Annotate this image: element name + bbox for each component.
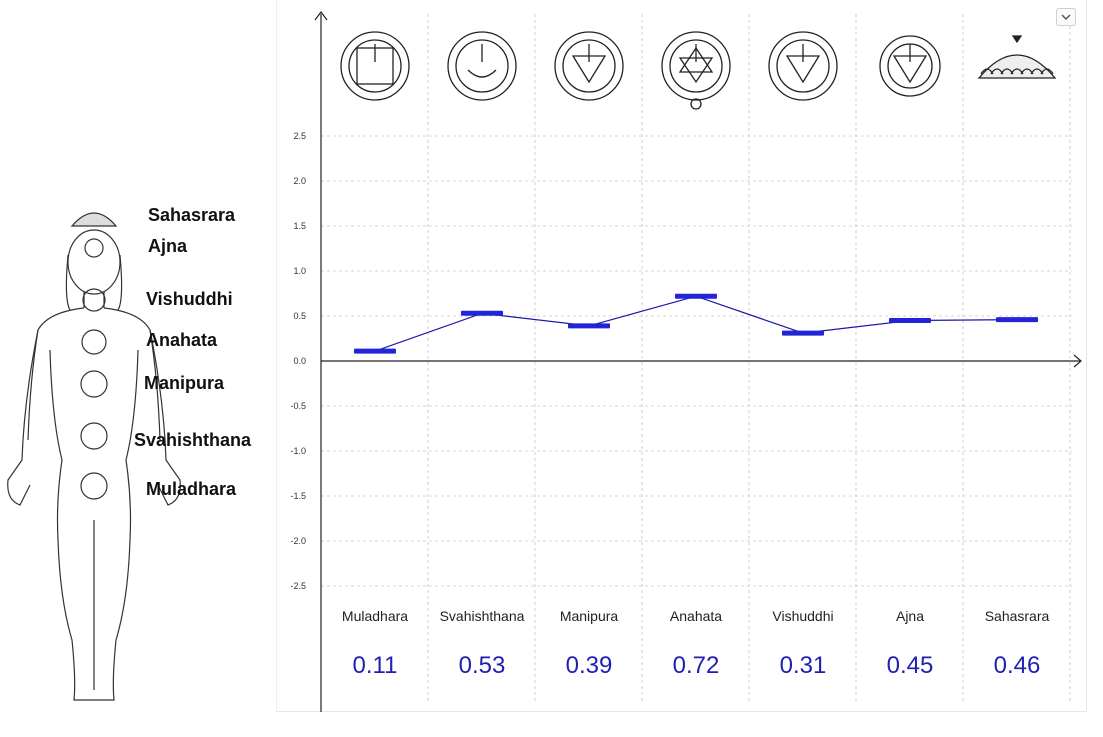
crown-petals-icon bbox=[70, 212, 118, 227]
value-marker-ajna[interactable] bbox=[889, 318, 931, 323]
y-tick-label: 2.5 bbox=[293, 131, 306, 141]
y-tick-label: -1.0 bbox=[290, 446, 306, 456]
value-marker-muladhara[interactable] bbox=[354, 348, 396, 354]
anahata-symbol-icon bbox=[661, 31, 731, 110]
category-label: Manipura bbox=[560, 608, 619, 624]
chart-axes bbox=[314, 11, 1082, 712]
value-marker-vishuddhi[interactable] bbox=[782, 330, 824, 336]
figure-label-ajna: Ajna bbox=[148, 236, 188, 256]
category-label: Sahasrara bbox=[985, 608, 1050, 624]
ajna-symbol-icon bbox=[879, 35, 941, 97]
y-tick-label: 1.0 bbox=[293, 266, 306, 276]
y-tick-label: 0.0 bbox=[293, 356, 306, 366]
value-label: 0.53 bbox=[459, 652, 506, 679]
value-marker-anahata[interactable] bbox=[675, 293, 717, 299]
y-tick-labels: 2.5 2.0 1.5 1.0 0.5 0.0 -0.5 -1.0 -1.5 -2.0 -2.5 bbox=[290, 131, 306, 591]
series-line bbox=[374, 295, 1018, 352]
series-polyline bbox=[374, 295, 1018, 352]
y-tick-label: -2.5 bbox=[290, 581, 306, 591]
muladhara-dot-icon bbox=[80, 472, 108, 500]
y-tick-label: -1.5 bbox=[290, 491, 306, 501]
series-markers bbox=[354, 293, 1038, 354]
y-tick-label: -2.0 bbox=[290, 536, 306, 546]
y-tick-label: 1.5 bbox=[293, 221, 306, 231]
graph-menu-button[interactable] bbox=[1056, 8, 1076, 26]
category-label: Ajna bbox=[896, 608, 924, 624]
figure-label-sahasrara: Sahasrara bbox=[148, 205, 236, 225]
chart-grid bbox=[320, 14, 1072, 704]
vishuddhi-dot-icon bbox=[82, 288, 106, 312]
category-label: Anahata bbox=[670, 608, 722, 624]
figure-label-manipura: Manipura bbox=[144, 373, 225, 393]
chakra-symbols bbox=[340, 31, 1057, 110]
sahasrara-symbol-icon bbox=[977, 35, 1057, 79]
category-label: Svahishthana bbox=[440, 608, 525, 624]
figure-label-svahishthana: Svahishthana bbox=[134, 430, 252, 450]
figure-label-vishuddhi: Vishuddhi bbox=[146, 289, 233, 309]
value-label: 0.11 bbox=[353, 652, 398, 679]
value-label: 0.31 bbox=[780, 652, 827, 679]
vishuddha-symbol-icon bbox=[768, 31, 838, 101]
manipura-symbol-icon bbox=[554, 31, 624, 101]
value-marker-svahishthana[interactable] bbox=[461, 310, 503, 316]
svadhisthana-symbol-icon bbox=[447, 31, 517, 101]
value-label: 0.45 bbox=[887, 652, 934, 679]
manipura-dot-icon bbox=[80, 370, 108, 398]
ajna-dot-icon bbox=[84, 238, 104, 258]
y-tick-label: -0.5 bbox=[290, 401, 306, 411]
graph-panel bbox=[276, 0, 1087, 712]
value-marker-manipura[interactable] bbox=[568, 323, 610, 329]
chevron-down-icon bbox=[1061, 14, 1071, 20]
x-axis-arrow-icon bbox=[1073, 354, 1082, 368]
svahishthana-dot-icon bbox=[80, 422, 108, 450]
y-axis-arrow-icon bbox=[314, 11, 328, 21]
value-marker-sahasrara[interactable] bbox=[996, 317, 1038, 323]
category-labels: Muladhara Svahishthana Manipura Anahata Vish… bbox=[342, 608, 1050, 624]
value-label: 0.39 bbox=[566, 652, 613, 679]
value-label: 0.72 bbox=[673, 652, 720, 679]
figure-label-muladhara: Muladhara bbox=[146, 479, 237, 499]
hair-outline bbox=[65, 254, 123, 311]
arms-outline bbox=[7, 329, 181, 506]
legs-outline bbox=[57, 539, 131, 701]
value-label: 0.46 bbox=[994, 652, 1041, 679]
chakra-body-figure bbox=[7, 212, 181, 701]
y-tick-label: 0.5 bbox=[293, 311, 306, 321]
value-labels: 0.11 0.53 0.39 0.72 0.31 0.45 0.46 bbox=[353, 652, 1041, 679]
muladhara-symbol-icon bbox=[340, 31, 410, 101]
category-label: Vishuddhi bbox=[772, 608, 833, 624]
figure-label-anahata: Anahata bbox=[146, 330, 218, 350]
anahata-dot-icon bbox=[81, 329, 107, 355]
y-tick-label: 2.0 bbox=[293, 176, 306, 186]
category-label: Muladhara bbox=[342, 608, 408, 624]
